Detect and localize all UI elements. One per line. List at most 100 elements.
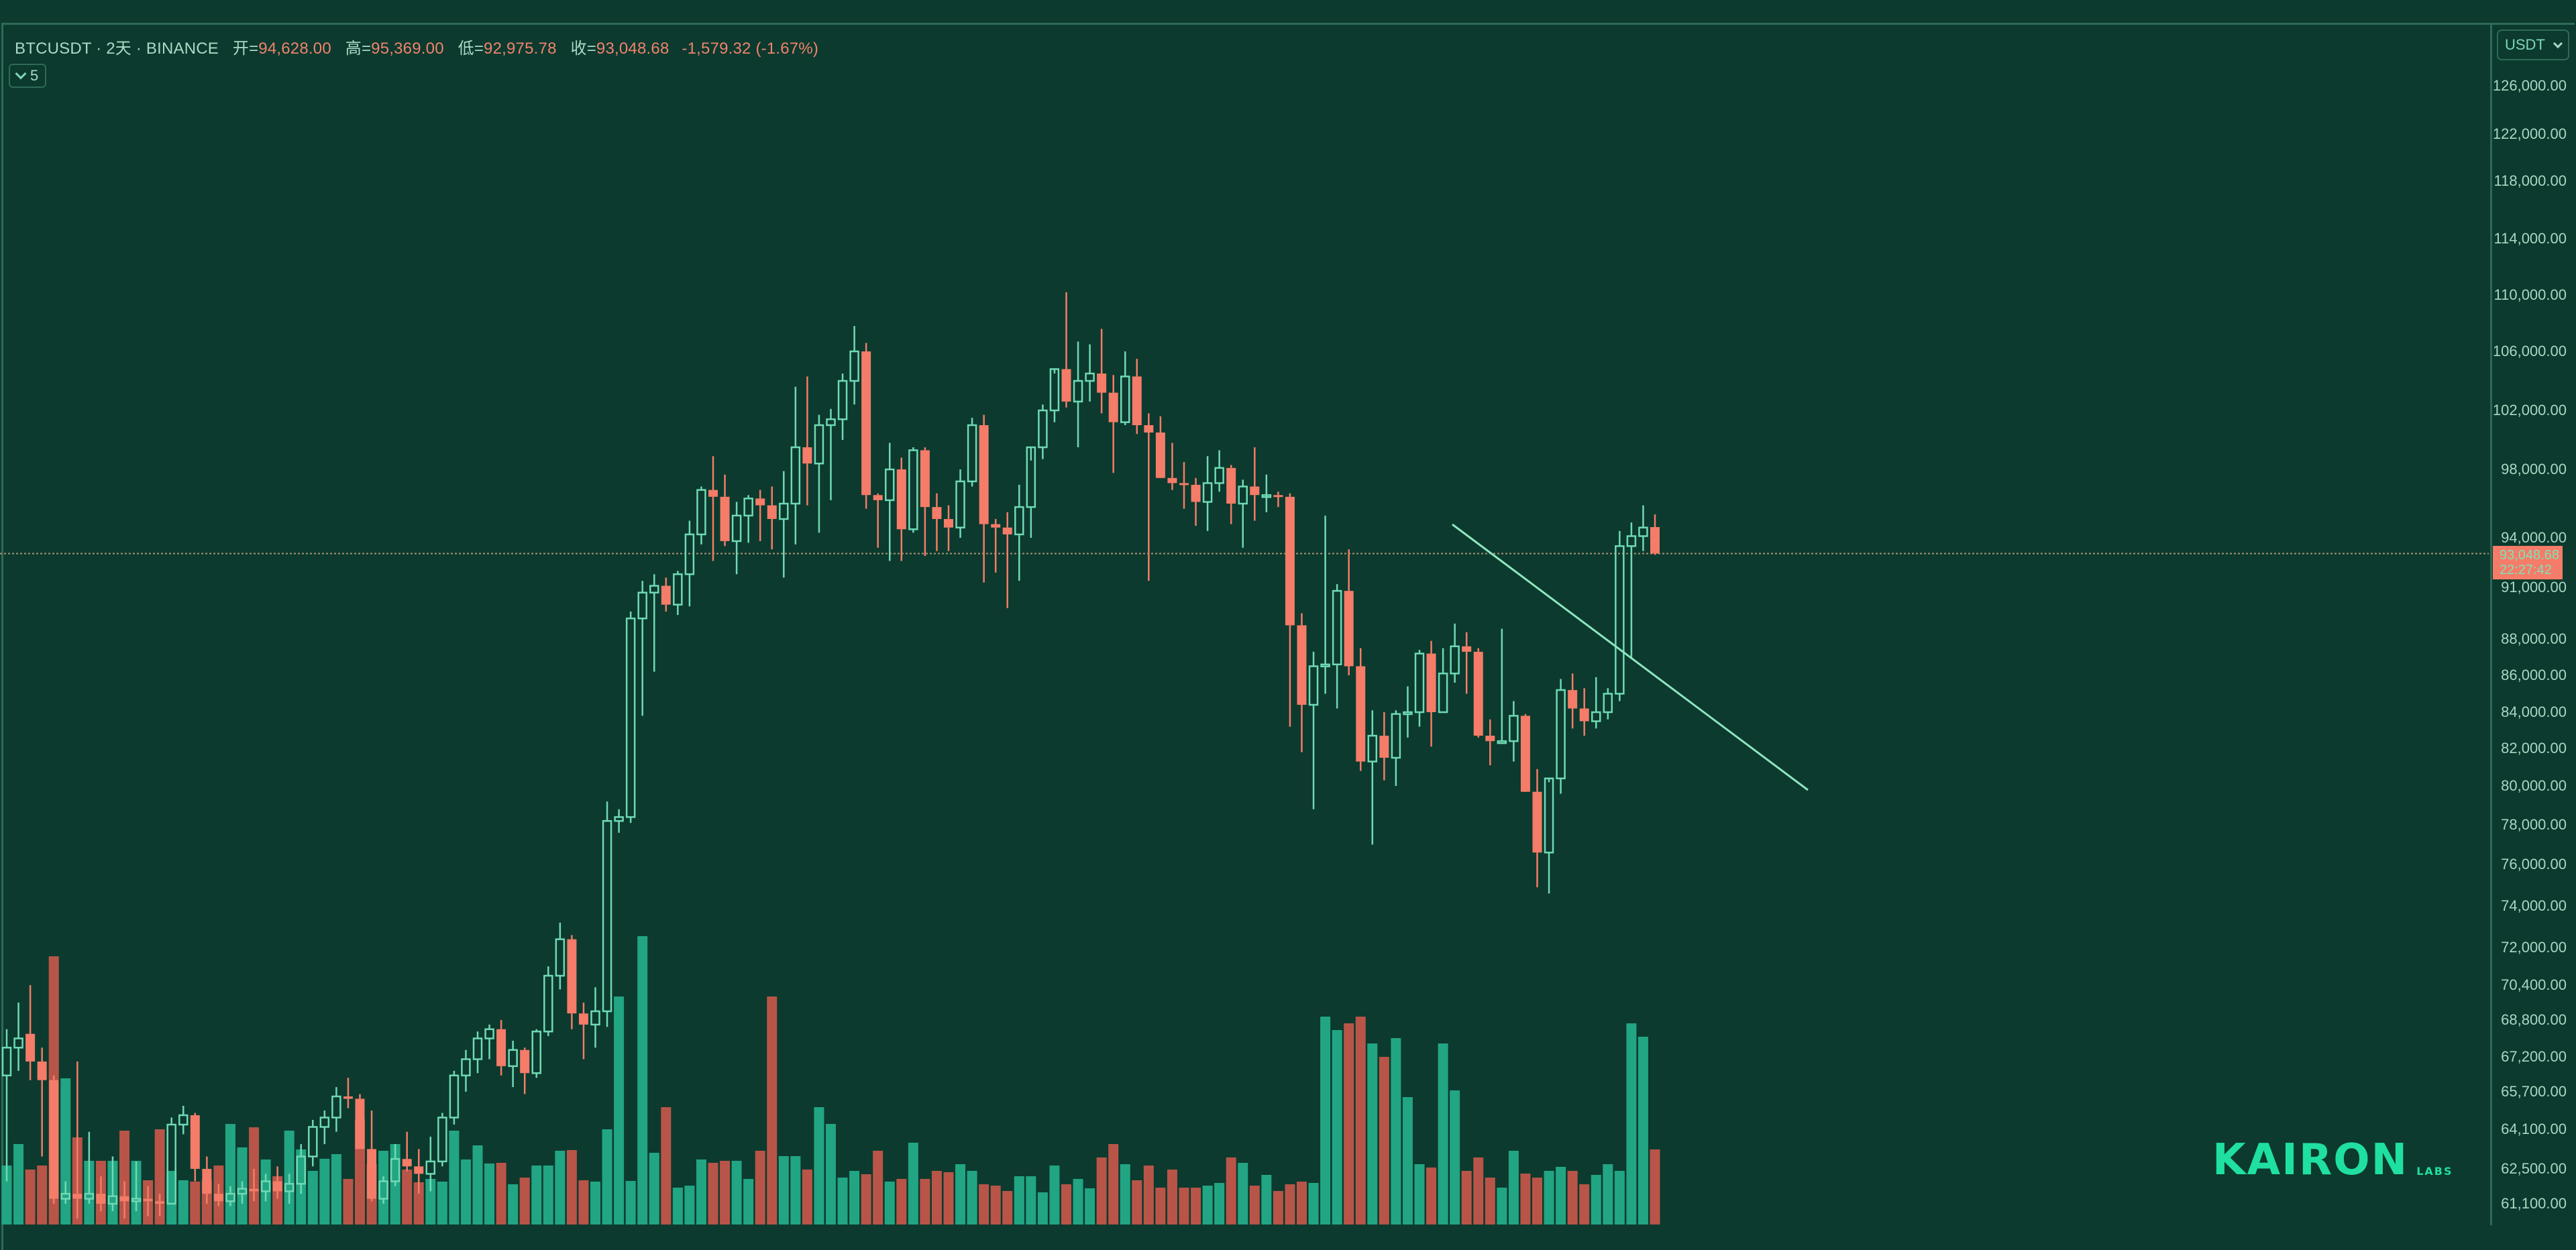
candle-body-down[interactable]	[1579, 708, 1589, 722]
candle-body-down[interactable]	[213, 1194, 223, 1202]
candle-body-down[interactable]	[155, 1201, 165, 1204]
candle-body-up[interactable]	[1085, 372, 1095, 382]
candle-body-down[interactable]	[708, 490, 718, 497]
candle-body-up[interactable]	[731, 514, 742, 543]
candle-body-down[interactable]	[520, 1049, 530, 1074]
candle-body-up[interactable]	[1403, 711, 1413, 716]
candle-body-up[interactable]	[1073, 380, 1083, 403]
candle-body-down[interactable]	[355, 1098, 365, 1149]
candle-body-down[interactable]	[578, 1013, 588, 1025]
candle-body-down[interactable]	[873, 495, 883, 500]
candle-body-down[interactable]	[1520, 716, 1530, 792]
candle-body-down[interactable]	[932, 507, 942, 519]
candle-body-up[interactable]	[284, 1183, 294, 1192]
candle-body-down[interactable]	[861, 351, 871, 496]
candle-body-down[interactable]	[367, 1149, 377, 1199]
candle-body-up[interactable]	[649, 585, 659, 593]
candle-body-up[interactable]	[319, 1117, 330, 1128]
candle-body-up[interactable]	[1497, 740, 1507, 744]
candle-body-up[interactable]	[849, 350, 859, 382]
candle-body-down[interactable]	[72, 1194, 83, 1199]
candle-body-up[interactable]	[696, 489, 706, 536]
candle-body-up[interactable]	[166, 1123, 176, 1205]
candle-body-down[interactable]	[1568, 690, 1578, 709]
candle-body-up[interactable]	[1120, 376, 1130, 423]
candle-body-up[interactable]	[790, 446, 801, 505]
candle-body-down[interactable]	[202, 1169, 212, 1194]
candle-body-down[interactable]	[920, 450, 930, 508]
candle-body-down[interactable]	[1297, 625, 1307, 705]
candle-body-down[interactable]	[96, 1194, 106, 1204]
candle-body-down[interactable]	[1426, 653, 1436, 712]
candle-body-up[interactable]	[967, 424, 977, 483]
candle-body-up[interactable]	[531, 1030, 541, 1074]
candle-body-up[interactable]	[425, 1160, 436, 1175]
candle-body-down[interactable]	[661, 585, 671, 605]
symbol-title[interactable]: BTCUSDT · 2天 · BINANCE	[15, 40, 219, 58]
candle-body-down[interactable]	[767, 505, 777, 519]
candle-body-up[interactable]	[955, 480, 965, 528]
candle-body-up[interactable]	[390, 1158, 400, 1182]
candle-body-up[interactable]	[555, 938, 566, 977]
candle-body-down[interactable]	[567, 939, 577, 1014]
candle-body-down[interactable]	[496, 1029, 506, 1066]
candle-body-up[interactable]	[1014, 506, 1024, 536]
candle-body-up[interactable]	[308, 1126, 318, 1157]
candle-body-up[interactable]	[908, 449, 918, 530]
candle-body-up[interactable]	[260, 1180, 271, 1192]
candle-body-up[interactable]	[814, 424, 824, 465]
candle-body-down[interactable]	[402, 1159, 412, 1167]
candle-body-up[interactable]	[1509, 715, 1519, 742]
candle-body-up[interactable]	[461, 1058, 471, 1076]
candle-body-up[interactable]	[449, 1074, 460, 1119]
candle-body-up[interactable]	[178, 1114, 189, 1126]
candle-body-up[interactable]	[543, 974, 553, 1033]
candle-body-up[interactable]	[1626, 535, 1637, 547]
candle-body-down[interactable]	[1285, 496, 1295, 626]
candle-body-up[interactable]	[1261, 494, 1272, 498]
candle-body-up[interactable]	[1367, 734, 1378, 762]
candle-body-up[interactable]	[1049, 368, 1060, 412]
candle-body-up[interactable]	[1332, 589, 1342, 666]
candle-body-up[interactable]	[743, 498, 753, 517]
candle-body-up[interactable]	[1038, 409, 1048, 449]
candle-body-down[interactable]	[979, 425, 989, 524]
candle-body-up[interactable]	[131, 1198, 142, 1202]
candle-body-up[interactable]	[1638, 526, 1648, 537]
candle-body-up[interactable]	[673, 573, 683, 606]
candle-body-down[interactable]	[1226, 467, 1236, 504]
candle-body-up[interactable]	[1026, 446, 1036, 508]
candle-body-down[interactable]	[1532, 791, 1542, 853]
candle-body-up[interactable]	[331, 1095, 341, 1119]
candle-body-up[interactable]	[378, 1180, 388, 1200]
candle-body-up[interactable]	[437, 1117, 447, 1163]
candle-body-up[interactable]	[484, 1028, 494, 1039]
candle-body-down[interactable]	[991, 524, 1001, 528]
candle-body-up[interactable]	[84, 1192, 95, 1200]
candle-body-up[interactable]	[826, 418, 836, 427]
candle-body-up[interactable]	[508, 1049, 518, 1068]
candle-body-down[interactable]	[1179, 483, 1189, 486]
candle-body-down[interactable]	[1097, 374, 1107, 393]
candle-body-down[interactable]	[1379, 736, 1389, 758]
candle-body-down[interactable]	[1250, 486, 1260, 496]
candle-body-up[interactable]	[1438, 673, 1448, 714]
candle-body-down[interactable]	[720, 496, 730, 541]
currency-select[interactable]: USDT	[2497, 30, 2569, 60]
candle-body-down[interactable]	[1650, 526, 1660, 554]
candle-body-down[interactable]	[343, 1096, 353, 1099]
candle-body-up[interactable]	[1320, 663, 1330, 668]
candle-body-down[interactable]	[944, 518, 953, 528]
candle-body-up[interactable]	[1391, 713, 1401, 759]
candle-body-up[interactable]	[590, 1010, 600, 1026]
candle-body-up[interactable]	[472, 1037, 483, 1060]
candle-body-up[interactable]	[13, 1037, 23, 1049]
candle-body-up[interactable]	[107, 1195, 118, 1205]
candle-body-down[interactable]	[1344, 591, 1354, 667]
candle-body-down[interactable]	[37, 1061, 47, 1080]
candle-body-down[interactable]	[1462, 646, 1472, 652]
candle-body-up[interactable]	[1450, 645, 1460, 675]
candle-body-up[interactable]	[837, 380, 848, 420]
candle-body-down[interactable]	[1485, 736, 1495, 742]
candle-body-down[interactable]	[802, 447, 812, 464]
